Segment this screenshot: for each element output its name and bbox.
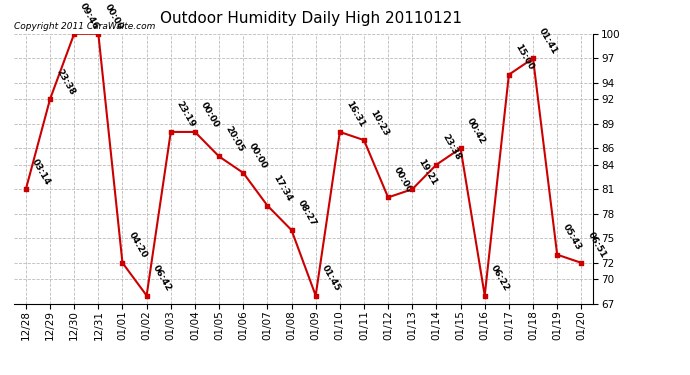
Point	[262, 202, 273, 208]
Point	[165, 129, 176, 135]
Text: 05:43: 05:43	[562, 223, 584, 252]
Text: 01:45: 01:45	[320, 264, 342, 293]
Point	[44, 96, 55, 102]
Point	[237, 170, 248, 176]
Point	[92, 31, 104, 37]
Point	[214, 153, 225, 159]
Point	[117, 260, 128, 266]
Point	[141, 292, 152, 298]
Text: 09:46: 09:46	[79, 2, 101, 31]
Text: 08:27: 08:27	[296, 198, 318, 227]
Point	[359, 137, 370, 143]
Point	[406, 186, 417, 192]
Point	[527, 55, 538, 61]
Text: 03:14: 03:14	[30, 157, 52, 186]
Point	[382, 194, 393, 200]
Text: 00:00: 00:00	[199, 100, 221, 129]
Point	[21, 186, 32, 192]
Text: 20:05: 20:05	[224, 124, 245, 154]
Text: 23:38: 23:38	[441, 133, 463, 162]
Text: 10:23: 10:23	[368, 108, 390, 137]
Text: 23:38: 23:38	[55, 67, 77, 96]
Text: 15:00: 15:00	[513, 43, 535, 72]
Text: 04:20: 04:20	[127, 231, 148, 260]
Text: Copyright 2011 CaraWaite.com: Copyright 2011 CaraWaite.com	[14, 22, 155, 31]
Point	[552, 252, 563, 258]
Point	[334, 129, 345, 135]
Text: Outdoor Humidity Daily High 20110121: Outdoor Humidity Daily High 20110121	[159, 11, 462, 26]
Point	[479, 292, 490, 298]
Text: 00:00: 00:00	[393, 166, 414, 195]
Point	[575, 260, 586, 266]
Point	[504, 72, 515, 78]
Text: 00:00: 00:00	[103, 2, 124, 31]
Point	[286, 227, 297, 233]
Text: 06:22: 06:22	[489, 264, 511, 293]
Text: 06:42: 06:42	[151, 264, 173, 293]
Text: 23:19: 23:19	[175, 100, 197, 129]
Point	[189, 129, 200, 135]
Text: 01:41: 01:41	[538, 26, 560, 56]
Text: 00:00: 00:00	[248, 141, 269, 170]
Text: 17:34: 17:34	[272, 173, 294, 203]
Point	[69, 31, 79, 37]
Text: 16:31: 16:31	[344, 100, 366, 129]
Point	[310, 292, 321, 298]
Point	[431, 162, 442, 168]
Text: 19:21: 19:21	[417, 157, 439, 186]
Text: 06:51: 06:51	[586, 231, 607, 260]
Point	[455, 145, 466, 151]
Text: 00:42: 00:42	[465, 116, 486, 146]
